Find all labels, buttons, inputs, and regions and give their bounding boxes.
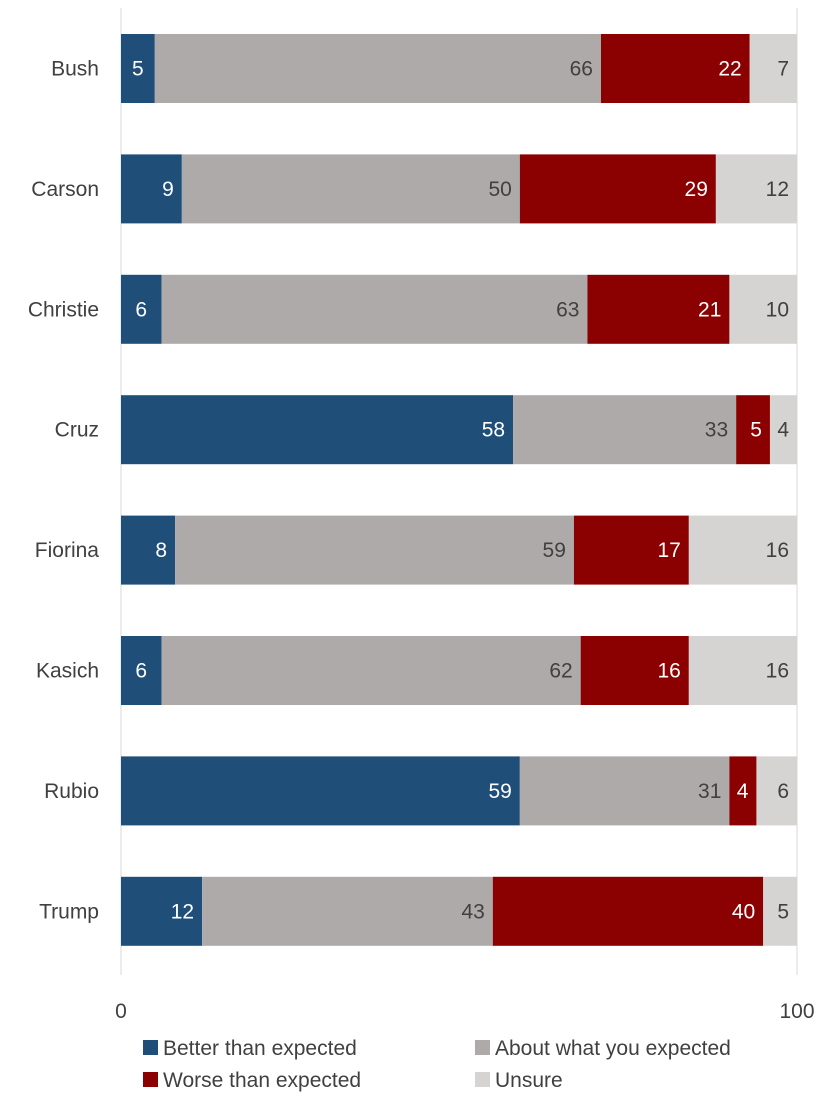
data-label-carson-about-what-you-expected: 50	[488, 178, 511, 201]
data-label-fiorina-better-than-expected: 8	[155, 539, 167, 562]
bar-kasich-worse-than-expected	[580, 636, 689, 705]
bar-christie-better-than-expected	[121, 274, 162, 344]
bar-kasich-better-than-expected	[121, 636, 162, 705]
bar-carson-about-what-you-expected	[181, 154, 520, 224]
bar-carson-better-than-expected	[121, 154, 182, 224]
category-label-carson: Carson	[31, 178, 99, 201]
data-label-carson-unsure: 12	[766, 178, 789, 201]
legend-swatch-worse-than-expected	[143, 1072, 158, 1087]
data-label-carson-better-than-expected: 9	[162, 178, 174, 201]
category-label-cruz: Cruz	[55, 419, 99, 442]
bar-cruz-about-what-you-expected	[513, 395, 737, 465]
bar-carson-worse-than-expected	[519, 154, 716, 224]
data-label-kasich-worse-than-expected: 16	[657, 660, 680, 683]
legend-swatch-about-what-you-expected	[475, 1040, 490, 1055]
data-label-bush-unsure: 7	[777, 58, 789, 81]
bar-kasich-about-what-you-expected	[161, 636, 581, 705]
x-tick-0: 0	[115, 1000, 127, 1023]
bar-cruz-worse-than-expected	[736, 395, 770, 465]
bar-rubio-worse-than-expected	[729, 756, 757, 826]
bar-christie-about-what-you-expected	[161, 274, 588, 344]
bar-cruz-unsure	[769, 395, 797, 465]
legend-swatch-unsure	[475, 1072, 490, 1087]
bar-trump-worse-than-expected	[492, 876, 764, 946]
legend-label-about-what-you-expected: About what you expected	[495, 1037, 731, 1060]
data-label-bush-worse-than-expected: 22	[718, 58, 741, 81]
bar-bush-unsure	[749, 34, 797, 103]
bar-kasich-unsure	[688, 636, 797, 705]
data-label-christie-unsure: 10	[766, 298, 789, 321]
category-label-trump: Trump	[39, 900, 99, 923]
data-label-trump-worse-than-expected: 40	[732, 900, 755, 923]
x-tick-100: 100	[779, 1000, 814, 1023]
legend-label-worse-than-expected: Worse than expected	[163, 1069, 361, 1092]
data-label-bush-about-what-you-expected: 66	[570, 58, 593, 81]
bar-cruz-better-than-expected	[121, 395, 514, 465]
bar-bush-better-than-expected	[121, 34, 155, 103]
bar-rubio-unsure	[756, 756, 797, 826]
data-label-trump-unsure: 5	[777, 900, 789, 923]
data-label-carson-worse-than-expected: 29	[685, 178, 708, 201]
legend: Better than expected About what you expec…	[143, 1037, 731, 1092]
data-label-christie-about-what-you-expected: 63	[556, 298, 579, 321]
category-label-fiorina: Fiorina	[35, 539, 100, 562]
category-label-rubio: Rubio	[44, 780, 99, 803]
bar-bush-worse-than-expected	[600, 34, 750, 103]
data-label-cruz-worse-than-expected: 5	[750, 419, 762, 442]
data-label-fiorina-unsure: 16	[766, 539, 789, 562]
data-label-fiorina-about-what-you-expected: 59	[543, 539, 566, 562]
bar-fiorina-worse-than-expected	[573, 515, 689, 585]
bar-trump-unsure	[763, 876, 797, 946]
bar-rubio-better-than-expected	[121, 756, 520, 826]
legend-label-unsure: Unsure	[495, 1069, 563, 1092]
x-axis-ticks: 0 100	[115, 1000, 814, 1023]
bar-bush-about-what-you-expected	[154, 34, 601, 103]
data-label-kasich-better-than-expected: 6	[135, 660, 147, 683]
category-label-bush: Bush	[51, 58, 99, 81]
bar-carson-unsure	[715, 154, 797, 224]
data-label-christie-worse-than-expected: 21	[698, 298, 721, 321]
bar-fiorina-about-what-you-expected	[175, 515, 574, 585]
axis-lines	[120, 8, 798, 975]
data-label-rubio-unsure: 6	[777, 780, 789, 803]
data-label-rubio-better-than-expected: 59	[488, 780, 511, 803]
data-label-cruz-unsure: 4	[777, 419, 789, 442]
bars	[121, 34, 797, 946]
data-label-kasich-unsure: 16	[766, 660, 789, 683]
bar-fiorina-better-than-expected	[121, 515, 176, 585]
data-label-rubio-worse-than-expected: 4	[737, 780, 749, 803]
data-label-cruz-better-than-expected: 58	[482, 419, 505, 442]
legend-swatch-better-than-expected	[143, 1040, 158, 1055]
data-label-kasich-about-what-you-expected: 62	[549, 660, 572, 683]
category-label-kasich: Kasich	[36, 660, 99, 683]
bar-fiorina-unsure	[688, 515, 797, 585]
data-label-trump-about-what-you-expected: 43	[461, 900, 484, 923]
legend-label-better-than-expected: Better than expected	[163, 1037, 357, 1060]
bar-trump-about-what-you-expected	[202, 876, 493, 946]
data-label-cruz-about-what-you-expected: 33	[705, 419, 728, 442]
data-label-christie-better-than-expected: 6	[135, 298, 147, 321]
bar-christie-unsure	[729, 274, 797, 344]
bar-trump-better-than-expected	[121, 876, 203, 946]
data-label-fiorina-worse-than-expected: 17	[657, 539, 680, 562]
category-label-christie: Christie	[28, 298, 99, 321]
data-label-rubio-about-what-you-expected: 31	[698, 780, 721, 803]
data-label-trump-better-than-expected: 12	[171, 900, 194, 923]
bar-christie-worse-than-expected	[587, 274, 730, 344]
bar-rubio-about-what-you-expected	[519, 756, 730, 826]
category-labels: Bush Carson Christie Cruz Fiorina Kasich Rubio…	[28, 58, 99, 924]
data-label-bush-better-than-expected: 5	[132, 58, 144, 81]
